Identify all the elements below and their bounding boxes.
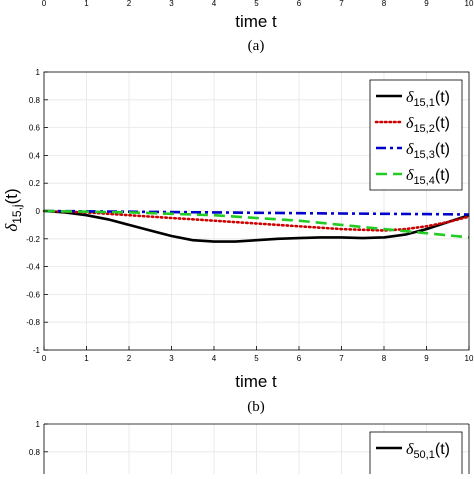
chart-b-x-tick-labels: 0 1 2 3 4 5 6 7 8 9 10 — [42, 346, 474, 363]
chart-b-y-tick-label: 0.8 — [29, 96, 41, 105]
chart-b-y-tick-label: -0.6 — [26, 290, 40, 299]
top-panel-x-tick-label: 4 — [212, 0, 217, 8]
chart-b-x-tick-label: 3 — [169, 354, 174, 363]
chart-b-x-tick-label: 4 — [212, 354, 217, 363]
chart-b-series-line-1 — [43, 209, 470, 243]
top-panel-x-tick-label: 5 — [254, 0, 259, 8]
chart-b-y-tick-label: -0.4 — [26, 263, 40, 272]
chart-b-y-tick-label: 1 — [36, 68, 41, 77]
chart-b-y-tick-label: 0.6 — [29, 124, 41, 133]
top-panel-x-axis-label: time t — [235, 12, 277, 31]
chart-b: 1 0.8 0.6 0.4 0.2 0 -0.2 -0.4 -0.6 -0.8 -1 0 1 2 3 4 5 6… — [2, 68, 474, 415]
chart-b-x-axis-label: time t — [235, 372, 277, 391]
chart-c-y-tick-label: 1 — [36, 420, 41, 429]
chart-b-y-tick-labels: 1 0.8 0.6 0.4 0.2 0 -0.2 -0.4 -0.6 -0.8 -1 — [26, 68, 48, 355]
chart-c-legend: δ50,1(t) — [369, 431, 463, 479]
chart-b-y-tick-label: -0.2 — [26, 235, 40, 244]
top-panel-x-tick-label: 10 — [465, 0, 474, 8]
chart-b-x-tick-label: 9 — [424, 354, 429, 363]
chart-b-legend-label-2: δ15,2(t) — [406, 115, 450, 135]
chart-b-y-axis-label-base: δ — [2, 223, 21, 232]
top-panel-caption: (a) — [248, 38, 265, 54]
chart-b-x-tick-label: 10 — [465, 354, 474, 363]
chart-b-x-tick-label: 7 — [339, 354, 344, 363]
top-panel-x-tick-label: 3 — [169, 0, 174, 8]
top-panel-x-tick-label: 1 — [84, 0, 89, 8]
chart-b-x-tick-label: 1 — [84, 354, 89, 363]
chart-c-legend-label-1: δ50,1(t) — [406, 441, 450, 461]
chart-c: 10.8 δ50,1(t) — [29, 420, 470, 479]
chart-b-legend-label-1: δ15,1(t) — [406, 89, 450, 109]
top-panel-x-tick-label: 0 — [42, 0, 47, 8]
chart-b-y-tick-label: -1 — [33, 346, 41, 355]
chart-c-y-tick-labels: 10.8 — [29, 420, 48, 457]
chart-b-y-tick-label: 0.4 — [29, 151, 41, 160]
chart-b-caption: (b) — [247, 399, 265, 415]
chart-b-y-axis-label: δ15,j(t) — [2, 188, 24, 231]
chart-c-legend-box — [369, 431, 463, 479]
chart-b-y-tick-label: 0.2 — [29, 179, 41, 188]
chart-b-x-tick-label: 5 — [254, 354, 259, 363]
top-panel-x-tick-label: 2 — [127, 0, 132, 8]
chart-b-x-tick-label: 0 — [42, 354, 47, 363]
chart-b-y-axis-label-sub: 15,j — [10, 204, 24, 223]
top-panel-x-tick-label: 8 — [382, 0, 387, 8]
chart-b-x-tick-label: 6 — [297, 354, 302, 363]
chart-b-legend-label-3: δ15,3(t) — [406, 141, 450, 161]
top-panel-x-tick-labels: 0 1 2 3 4 5 6 7 8 9 10 — [42, 0, 474, 8]
chart-b-legend: δ15,1(t) δ15,2(t) δ15,3(t) δ15,4(t) — [369, 79, 463, 191]
chart-c-y-tick-label: 0.8 — [29, 448, 41, 457]
chart-b-legend-box — [369, 79, 463, 191]
top-panel-x-tick-label: 7 — [339, 0, 344, 8]
chart-b-y-tick-label: 0 — [36, 207, 41, 216]
chart-b-series-line-2 — [42, 209, 471, 232]
chart-b-series — [42, 209, 471, 243]
chart-b-y-axis-label-tail: (t) — [2, 188, 21, 204]
top-panel-x-tick-label: 9 — [424, 0, 429, 8]
chart-b-x-tick-label: 2 — [127, 354, 132, 363]
chart-b-x-tick-label: 8 — [382, 354, 387, 363]
chart-b-legend-label-4: δ15,4(t) — [406, 167, 450, 187]
chart-b-series-line-4 — [43, 209, 470, 239]
chart-b-y-tick-label: -0.8 — [26, 318, 40, 327]
top-panel-x-tick-label: 6 — [297, 0, 302, 8]
